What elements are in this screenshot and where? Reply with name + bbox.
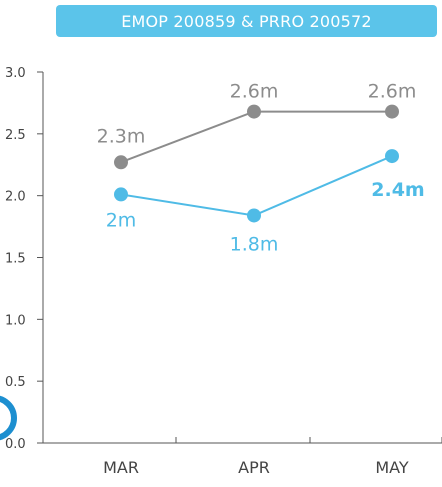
- y-tick-label: 3.0: [5, 66, 26, 81]
- data-label: 1.8m: [230, 233, 279, 255]
- data-point: [247, 104, 261, 119]
- data-label: 2.3m: [97, 125, 146, 147]
- chart-title-banner: EMOP 200859 & PRRO 200572: [56, 5, 437, 37]
- data-label: 2m: [106, 209, 137, 231]
- x-tick-label: MAR: [103, 458, 139, 477]
- y-tick-label: 2.5: [5, 128, 26, 143]
- y-axis-ticks: 0.0 0.5 1.0 1.5 2.0 2.5 3.0: [5, 66, 43, 452]
- x-tick-label: MAY: [375, 458, 409, 477]
- data-point: [385, 149, 399, 164]
- y-tick-label: 1.0: [5, 313, 26, 328]
- data-point: [247, 208, 261, 223]
- data-point: [385, 104, 399, 119]
- x-tick-label: APR: [238, 458, 270, 477]
- corner-ring-shape: [0, 395, 17, 441]
- series-line: [120, 155, 393, 217]
- data-point: [114, 187, 128, 202]
- y-tick-label: 2.0: [5, 190, 26, 205]
- y-tick-label: 0.5: [5, 375, 26, 390]
- series-points: [114, 104, 399, 223]
- corner-ring-icon: [0, 395, 17, 441]
- series-line: [120, 110, 392, 164]
- x-axis-ticks: MAR APR MAY: [103, 437, 442, 477]
- data-label: 2.4m: [371, 179, 424, 201]
- data-label: 2.6m: [230, 81, 279, 103]
- series-lines: [120, 110, 393, 217]
- data-label: 2.6m: [368, 81, 417, 103]
- y-tick-label: 1.5: [5, 252, 26, 267]
- data-point: [114, 155, 128, 170]
- data-labels: 2.3m 2.6m 2.6m 2m 1.8m 2.4m: [97, 81, 425, 256]
- y-tick-label: 0.0: [5, 437, 26, 452]
